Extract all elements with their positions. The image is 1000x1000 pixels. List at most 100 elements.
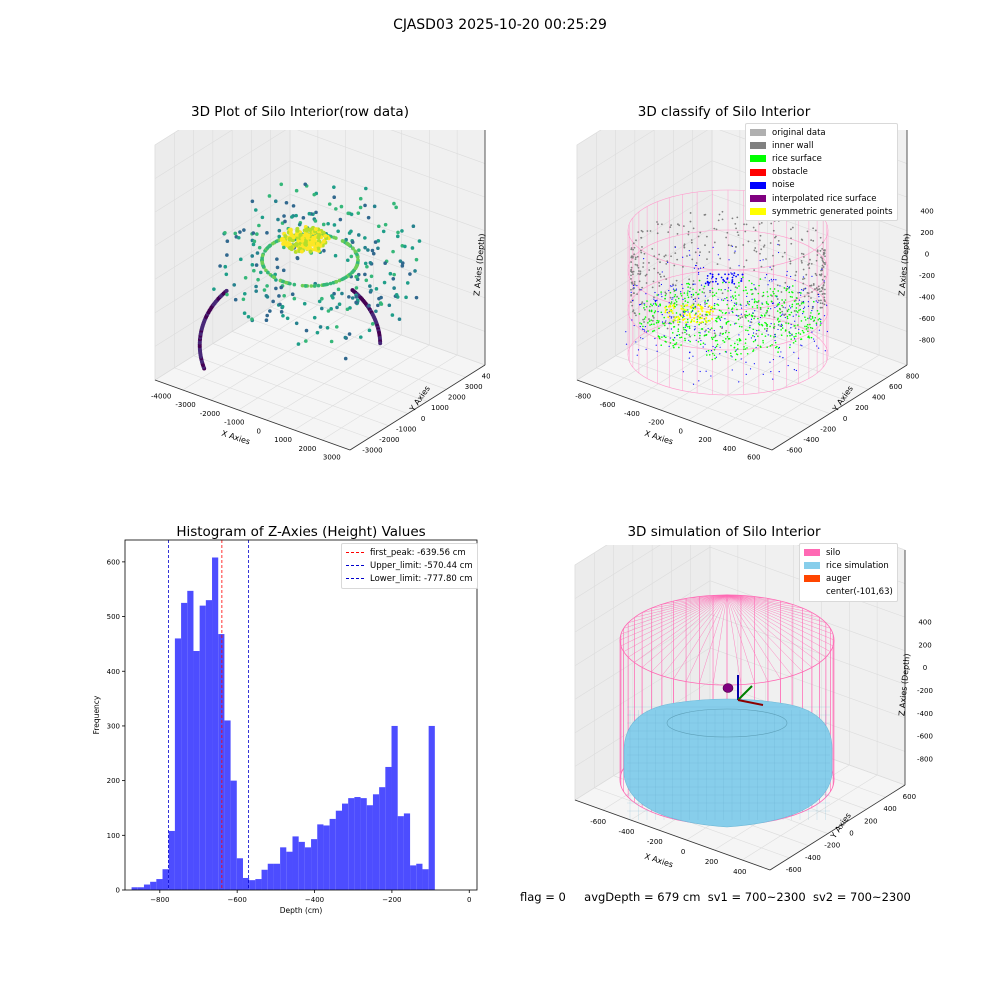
- rice-surface-point: [802, 331, 805, 334]
- noise-point: [725, 281, 727, 284]
- inner-wall-point: [658, 253, 661, 256]
- noise-point: [668, 345, 670, 347]
- rice-surface-point: [791, 285, 794, 287]
- noise-point: [730, 299, 733, 301]
- noise-point: [780, 325, 783, 327]
- noise-point: [697, 268, 699, 270]
- rice-surface-point: [711, 358, 714, 361]
- noise-point: [711, 280, 714, 283]
- noise-point: [682, 371, 684, 373]
- histogram-bar: [329, 818, 336, 890]
- data-point: [282, 214, 286, 218]
- inner-wall-point: [760, 248, 763, 251]
- rice-surface-point: [652, 314, 654, 317]
- rice-surface-point: [759, 306, 762, 309]
- rice-surface-point: [664, 324, 666, 327]
- rice-surface-point: [653, 311, 656, 314]
- inner-wall-point: [660, 223, 663, 226]
- panel4-y-tick-label: -600: [786, 866, 802, 874]
- inner-wall-point: [640, 251, 643, 254]
- noise-point: [770, 371, 772, 373]
- inner-wall-point: [727, 244, 730, 247]
- inner-wall-point: [812, 283, 815, 285]
- noise-point: [787, 364, 789, 367]
- data-point: [376, 303, 380, 308]
- inner-wall-point: [760, 265, 763, 268]
- data-point: [331, 295, 335, 300]
- rice-surface-point: [689, 340, 691, 343]
- data-point: [274, 286, 278, 291]
- symmetric-point: [672, 319, 675, 322]
- panel2-x-tick-label: 400: [723, 445, 736, 453]
- rice-surface-point: [762, 341, 764, 344]
- data-point: [318, 325, 323, 329]
- data-point: [257, 223, 261, 228]
- inner-wall-point: [754, 240, 756, 242]
- rice-surface-point: [698, 331, 700, 334]
- rice-surface-point: [714, 339, 717, 342]
- inner-wall-point: [633, 253, 636, 256]
- symmetric-point: [698, 317, 701, 320]
- data-point: [313, 219, 318, 223]
- symmetric-point: [672, 304, 675, 307]
- noise-point: [767, 334, 769, 336]
- rice-surface-point: [757, 344, 759, 347]
- inner-wall-point: [791, 226, 794, 229]
- noise-point: [823, 280, 825, 282]
- rice-surface-point: [651, 330, 654, 333]
- noise-point: [710, 375, 712, 377]
- inner-wall-point: [648, 318, 650, 320]
- data-point: [345, 258, 350, 263]
- noise-point: [758, 321, 760, 323]
- rice-surface-point: [806, 323, 809, 326]
- inner-wall-point: [817, 299, 820, 302]
- noise-point: [633, 324, 635, 327]
- inner-wall-point: [824, 263, 826, 266]
- data-point: [251, 231, 256, 235]
- rice-surface-point: [766, 346, 768, 348]
- noise-point: [782, 313, 784, 315]
- rice-surface-point: [714, 334, 717, 337]
- legend-item: rice simulation: [804, 559, 893, 572]
- x-tick-label: −400: [305, 896, 324, 904]
- noise-point: [803, 307, 805, 310]
- noise-point: [665, 320, 667, 322]
- rice-surface-point: [802, 310, 805, 313]
- silo-ring: [627, 229, 829, 311]
- rice-surface-point: [795, 332, 797, 335]
- rice-surface-point: [663, 316, 666, 319]
- grid-line: [632, 314, 768, 401]
- rice-surface-point: [728, 337, 731, 340]
- noise-point: [731, 280, 734, 283]
- panel2-y-tick-label: 600: [889, 383, 902, 391]
- rice-surface-point: [766, 302, 768, 305]
- silo-roof-wire: [661, 594, 728, 676]
- rice-surface-point: [675, 300, 678, 303]
- inner-wall-point: [819, 302, 822, 305]
- rice-surface-point: [726, 296, 728, 299]
- rice-surface-point: [757, 292, 760, 295]
- legend-swatch: [750, 155, 766, 163]
- noise-point: [640, 289, 642, 291]
- rice-surface-point: [684, 337, 686, 340]
- rice-surface-point: [776, 318, 779, 321]
- sv1-text: sv1 = 700~2300: [707, 890, 806, 904]
- histogram-bar: [379, 787, 386, 890]
- inner-wall-point: [811, 307, 814, 310]
- data-point: [304, 328, 309, 333]
- inner-wall-point: [821, 269, 824, 272]
- rice-surface-point: [731, 307, 734, 309]
- data-point: [317, 299, 322, 304]
- grid-line: [688, 334, 824, 421]
- noise-point: [683, 315, 685, 317]
- histogram-bar: [242, 877, 250, 890]
- inner-wall-point: [683, 243, 686, 246]
- x-axis-line: [574, 799, 771, 871]
- symmetric-point: [712, 310, 715, 313]
- panel1-y-tick-label: -2000: [379, 436, 399, 444]
- rice-surface-point: [807, 336, 809, 338]
- rice-surface-point: [766, 291, 769, 293]
- inner-wall-point: [820, 290, 823, 293]
- inner-wall-point: [820, 286, 823, 289]
- rice-surface-point: [786, 335, 789, 337]
